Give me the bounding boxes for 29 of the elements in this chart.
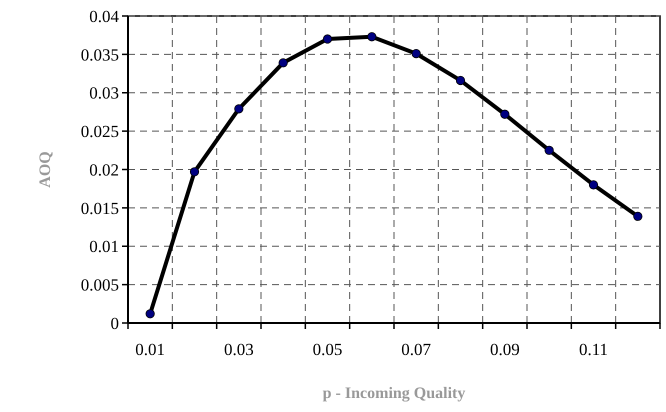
x-tick-label: 0.11 <box>578 340 608 359</box>
y-tick-label: 0 <box>110 314 119 333</box>
point <box>367 32 376 42</box>
y-tick-label: 0.015 <box>80 198 119 218</box>
point <box>234 104 244 114</box>
point <box>190 167 200 176</box>
y-tick-label: 0.035 <box>80 45 119 64</box>
x-tick-label: 0.01 <box>135 340 166 359</box>
point <box>500 110 510 119</box>
y-tick-label: 0.04 <box>89 6 120 26</box>
y-tick-label: 0.005 <box>80 276 119 295</box>
y-tick-label: 0.01 <box>89 237 119 256</box>
point <box>322 34 332 44</box>
point <box>544 146 554 155</box>
point <box>456 76 466 86</box>
point <box>588 180 598 190</box>
y-tick-label: 0.025 <box>80 122 119 142</box>
x-tick-label: 0.03 <box>224 340 254 359</box>
x-tick-label: 0.09 <box>490 340 520 359</box>
point <box>412 49 421 58</box>
x-axis-title: p - Incoming Quality <box>322 385 466 402</box>
y-tick-label: 0.02 <box>89 160 119 180</box>
y-axis-title: AOQ <box>37 151 54 188</box>
point <box>146 309 155 318</box>
y-tick-label: 0.03 <box>89 84 119 103</box>
x-tick-label: 0.05 <box>312 340 342 359</box>
x-tick-label: 0.07 <box>401 340 432 359</box>
point <box>278 58 288 68</box>
point <box>633 212 642 221</box>
